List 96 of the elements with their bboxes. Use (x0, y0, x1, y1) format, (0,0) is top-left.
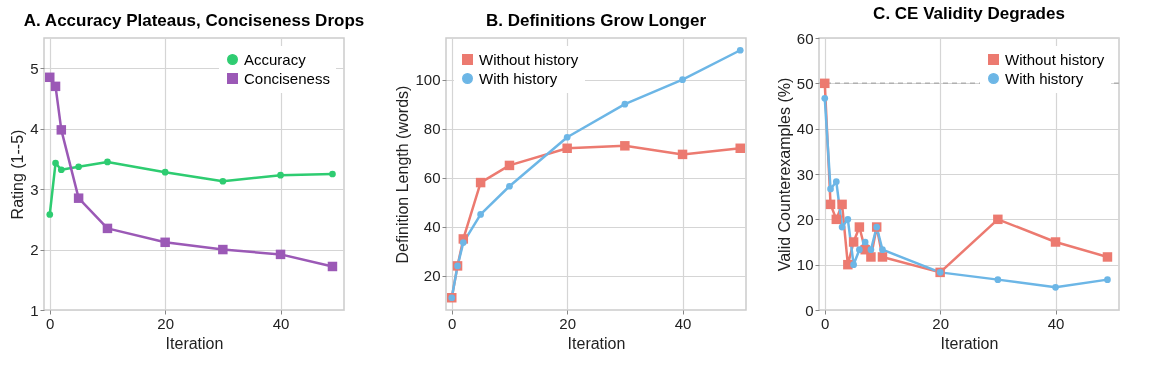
point (856, 246, 863, 254)
point (218, 244, 228, 255)
point (329, 170, 336, 178)
point (850, 261, 857, 269)
y-tick-label: 20 (423, 267, 441, 285)
point (821, 94, 829, 102)
x-axis-title: Iteration (940, 334, 999, 352)
point (677, 149, 688, 160)
point (50, 81, 61, 92)
point (45, 72, 55, 83)
point (219, 177, 227, 185)
legend-label: With history (1005, 69, 1084, 87)
y-tick-label: 80 (423, 120, 441, 138)
x-tick-label: 20 (932, 314, 949, 332)
point (679, 76, 686, 84)
point (831, 214, 842, 225)
legend-label: With history (479, 69, 558, 87)
point (1104, 276, 1111, 283)
point (736, 46, 744, 54)
point (621, 100, 629, 108)
point (735, 143, 745, 154)
chart-title: B. Definitions Grow Longer (485, 11, 707, 30)
point (459, 239, 467, 246)
y-tick-label: 40 (796, 120, 814, 138)
point (161, 168, 169, 176)
point (277, 171, 284, 179)
y-axis-title: Valid Counterexamples (%) (775, 77, 793, 272)
legend-label: Accuracy (244, 50, 307, 68)
legend-label: Without history (1005, 50, 1105, 68)
x-tick-label: 40 (1047, 314, 1065, 332)
point (838, 223, 846, 231)
point (506, 182, 513, 190)
point (504, 160, 515, 171)
point (275, 249, 286, 260)
x-axis-title: Iteration (567, 334, 626, 352)
y-tick-label: 40 (423, 218, 441, 236)
point (104, 158, 111, 166)
point (46, 211, 54, 218)
point (827, 185, 834, 193)
point (844, 215, 852, 223)
point (563, 133, 571, 141)
chart-title: C. CE Validity Degrades (873, 4, 1065, 23)
x-tick-label: 40 (272, 314, 290, 332)
point (866, 252, 876, 262)
x-tick-label: 0 (46, 314, 55, 332)
y-tick-label: 60 (423, 169, 441, 187)
point (1102, 252, 1113, 262)
y-tick-label: 20 (796, 210, 814, 228)
point (867, 246, 875, 254)
point (52, 159, 59, 167)
point (477, 211, 484, 218)
legend-label: Without history (479, 50, 579, 68)
y-axis-title: Rating (1--5) (9, 129, 27, 220)
point (73, 193, 84, 203)
point (1052, 283, 1059, 291)
point (562, 143, 572, 154)
point (102, 223, 113, 234)
point (994, 276, 1002, 283)
y-tick-label: 4 (30, 120, 39, 138)
point (877, 252, 888, 262)
point (620, 141, 630, 151)
y-tick-label: 50 (796, 74, 814, 92)
y-tick-label: 30 (796, 165, 814, 183)
point (475, 177, 486, 188)
point (327, 261, 338, 272)
x-tick-label: 40 (674, 314, 692, 332)
point (825, 199, 836, 210)
y-tick-label: 3 (30, 180, 39, 198)
point (879, 246, 886, 254)
point (848, 237, 859, 247)
y-tick-label: 100 (415, 71, 441, 89)
y-tick-label: 60 (796, 29, 814, 47)
x-tick-label: 20 (157, 314, 174, 332)
point (837, 199, 847, 210)
point (56, 125, 67, 135)
point (820, 78, 830, 89)
point (57, 166, 65, 174)
legend-label: Conciseness (244, 69, 330, 87)
y-tick-label: 1 (30, 301, 39, 319)
x-tick-label: 0 (448, 314, 457, 332)
chart-title: A. Accuracy Plateaus, Conciseness Drops (23, 11, 365, 30)
y-tick-label: 10 (796, 256, 814, 274)
x-tick-label: 20 (559, 314, 576, 332)
point (832, 178, 840, 186)
point (854, 222, 865, 232)
y-tick-label: 2 (30, 241, 39, 259)
y-tick-label: 0 (805, 301, 814, 319)
point (1050, 237, 1061, 247)
point (75, 163, 82, 171)
x-tick-label: 0 (821, 314, 830, 332)
x-axis-title: Iteration (165, 334, 224, 352)
y-axis-title: Definition Length (words) (394, 85, 412, 264)
point (160, 237, 170, 248)
y-tick-label: 5 (30, 59, 39, 77)
point (861, 238, 869, 246)
point (993, 214, 1003, 225)
